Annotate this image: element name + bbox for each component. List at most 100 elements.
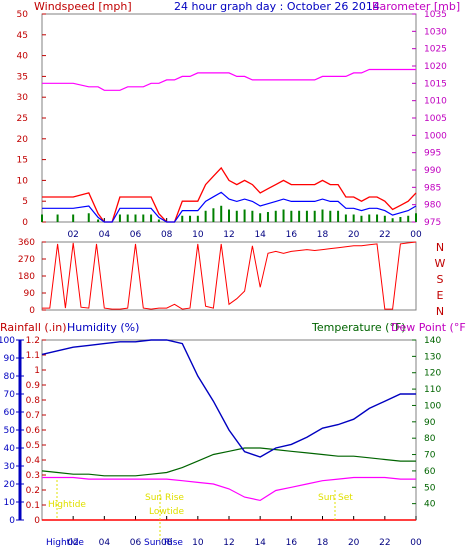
rain-tick-label: 0.5 bbox=[26, 441, 40, 451]
compass-label: N bbox=[436, 241, 444, 254]
dewpoint-line bbox=[42, 476, 416, 502]
humidity-left-axes: 0 0.1 0.2 0.3 0.4 0.5 0.6 0.7 0.8 0.9 1 1.1 1.2 0 10 20… bbox=[0, 336, 46, 526]
wind-x-tick-label: 16 bbox=[286, 230, 298, 240]
rain-tick-label: 0.3 bbox=[26, 471, 40, 481]
compass-label: E bbox=[437, 289, 444, 302]
barometer-label: Barometer [mb] bbox=[372, 0, 460, 13]
windspeed-line bbox=[42, 166, 417, 223]
wind-left-tick-label: 45 bbox=[17, 31, 28, 41]
temperature-tick-label: 60 bbox=[424, 467, 436, 477]
wind-left-tick-label: 0 bbox=[22, 218, 28, 228]
wind-right-tick-label: 1030 bbox=[424, 27, 447, 37]
dewpoint-label: Dew Point (°F) bbox=[391, 321, 466, 334]
wind-left-tick-label: 25 bbox=[17, 114, 28, 124]
compass-label: N bbox=[436, 305, 444, 318]
humidity-x-tick-label: 10 bbox=[192, 538, 204, 548]
humidity-tick-label: 0 bbox=[9, 516, 15, 526]
compass-label: W bbox=[435, 257, 446, 270]
bottom-sunrise-annotation: Sun Rise bbox=[144, 538, 183, 548]
direction-left-tick-label: 90 bbox=[24, 289, 36, 299]
wind-right-tick-label: 1000 bbox=[424, 131, 447, 141]
temperature-tick-label: 120 bbox=[424, 369, 441, 379]
direction-left-tick-label: 270 bbox=[18, 255, 35, 265]
temperature-tick-label: 140 bbox=[424, 336, 441, 346]
lowtide-annotation: Lowtide bbox=[149, 507, 184, 517]
humidity-label: Humidity (%) bbox=[67, 321, 139, 334]
temperature-tick-label: 90 bbox=[424, 418, 436, 428]
wind-x-tick-label: 22 bbox=[379, 230, 390, 240]
wind-x-tick-label: 00 bbox=[410, 230, 422, 240]
humidity-tick-label: 80 bbox=[4, 372, 16, 382]
wind-right-tick-label: 1015 bbox=[424, 79, 447, 89]
hightide-annotation: Hightide bbox=[48, 500, 86, 510]
rain-tick-label: 0.2 bbox=[26, 486, 40, 496]
wind-left-tick-label: 35 bbox=[17, 72, 28, 82]
temperature-tick-label: 50 bbox=[424, 483, 436, 493]
humidity-x-tick-label: 04 bbox=[99, 538, 111, 548]
compass-label: S bbox=[437, 273, 444, 286]
wind-left-tick-label: 40 bbox=[17, 52, 29, 62]
humidity-x-tick-label: 20 bbox=[348, 538, 360, 548]
humidity-tick-label: 30 bbox=[4, 462, 16, 472]
humidity-x-tick-label: 22 bbox=[379, 538, 390, 548]
temperature-right-axis: 40 50 60 70 80 90 100 110 120 130 140 bbox=[412, 336, 441, 510]
wind-series-group bbox=[41, 68, 417, 223]
wind-right-tick-label: 985 bbox=[424, 183, 441, 193]
wind-x-axis: 02 04 06 08 10 12 14 16 18 20 22 00 bbox=[67, 218, 422, 240]
wind-right-tick-label: 980 bbox=[424, 201, 441, 211]
humidity-x-tick-label: 08 bbox=[161, 538, 173, 548]
rain-tick-label: 0.4 bbox=[26, 456, 41, 466]
humidity-tick-label: 20 bbox=[4, 480, 16, 490]
wind-left-tick-label: 15 bbox=[17, 156, 28, 166]
wind-right-tick-label: 1020 bbox=[424, 62, 447, 72]
rain-tick-label: 1 bbox=[34, 366, 40, 376]
rain-tick-label: 0.7 bbox=[26, 411, 40, 421]
direction-left-tick-label: 0 bbox=[29, 306, 35, 316]
wind-x-tick-label: 20 bbox=[348, 230, 360, 240]
direction-left-tick-label: 180 bbox=[18, 272, 35, 282]
temperature-tick-label: 100 bbox=[424, 401, 441, 411]
rainfall-label: Rainfall (.in) bbox=[0, 321, 67, 334]
wind-right-tick-label: 1035 bbox=[424, 10, 447, 20]
wind-right-axis: 975 980 985 990 995 1000 1005 1010 1015 1020 1025 1… bbox=[412, 10, 447, 228]
wind-right-tick-label: 990 bbox=[424, 166, 441, 176]
barometer-line bbox=[42, 68, 416, 91]
humidity-tick-label: 70 bbox=[4, 390, 16, 400]
humidity-tick-label: 50 bbox=[4, 426, 16, 436]
wind-right-tick-label: 975 bbox=[424, 218, 441, 228]
rain-tick-label: 0 bbox=[34, 516, 40, 526]
rain-tick-label: 1.1 bbox=[26, 351, 40, 361]
humidity-tick-label: 90 bbox=[4, 354, 16, 364]
temperature-tick-label: 40 bbox=[424, 500, 436, 510]
graph-title: 24 hour graph day : October 26 2014 bbox=[174, 0, 380, 13]
humidity-x-tick-label: 02 bbox=[67, 538, 78, 548]
wind-left-tick-label: 30 bbox=[17, 93, 29, 103]
temperature-tick-label: 70 bbox=[424, 451, 436, 461]
wind-right-tick-label: 1025 bbox=[424, 45, 447, 55]
wind-x-tick-label: 08 bbox=[161, 230, 173, 240]
humidity-tick-label: 100 bbox=[0, 336, 15, 346]
windspeed-label: Windspeed [mph] bbox=[34, 0, 132, 13]
wind-right-tick-label: 1005 bbox=[424, 114, 447, 124]
wind-x-tick-label: 06 bbox=[130, 230, 142, 240]
rain-tick-label: 1.2 bbox=[26, 336, 40, 346]
humidity-x-tick-label: 12 bbox=[223, 538, 234, 548]
wind-x-tick-label: 18 bbox=[317, 230, 329, 240]
humidity-tick-label: 10 bbox=[4, 498, 16, 508]
wind-x-tick-label: 10 bbox=[192, 230, 204, 240]
wind-x-tick-label: 12 bbox=[223, 230, 234, 240]
humidity-x-tick-label: 18 bbox=[317, 538, 329, 548]
wind-right-tick-label: 1010 bbox=[424, 97, 447, 107]
temperature-tick-label: 80 bbox=[424, 434, 436, 444]
wind-left-axis: 0 5 10 15 20 25 30 35 40 45 50 bbox=[17, 10, 46, 228]
rain-tick-label: 0.6 bbox=[26, 426, 41, 436]
humidity-series-group bbox=[41, 339, 416, 521]
direction-line bbox=[42, 241, 417, 310]
wind-x-tick-label: 14 bbox=[254, 230, 266, 240]
humidity-x-tick-label: 00 bbox=[410, 538, 422, 548]
humidity-x-tick-label: 16 bbox=[286, 538, 298, 548]
rain-tick-label: 0.1 bbox=[26, 501, 40, 511]
humidity-tick-label: 60 bbox=[4, 408, 16, 418]
direction-series-group bbox=[42, 241, 417, 310]
